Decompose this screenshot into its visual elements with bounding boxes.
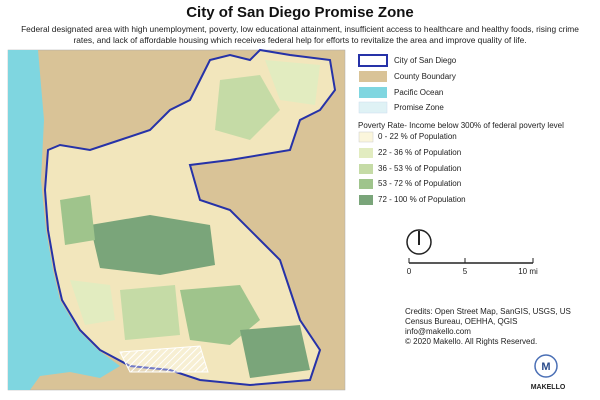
legend-label: County Boundary	[394, 72, 456, 81]
legend-swatch	[358, 54, 388, 67]
legend-swatch	[359, 179, 373, 189]
legend-swatch	[359, 164, 373, 174]
legend-label: 72 - 100 % of Population	[378, 195, 466, 204]
poverty-patch	[90, 215, 215, 275]
poverty-patch	[70, 280, 115, 325]
scale-label: 5	[463, 267, 468, 276]
poverty-patch	[240, 325, 310, 378]
legend-label: Promise Zone	[394, 103, 444, 112]
legend-swatch	[358, 131, 374, 143]
map	[7, 48, 346, 391]
promise-zone	[119, 345, 209, 373]
poverty-patch	[215, 75, 280, 140]
legend-swatch	[359, 71, 387, 82]
map-title: City of San Diego Promise Zone	[186, 4, 414, 21]
credit-line: info@makello.com	[405, 327, 471, 336]
poverty-patch	[120, 285, 180, 340]
logo: M MAKELLO	[531, 354, 566, 391]
city-boundary	[43, 48, 337, 387]
scale-label: 10 mi	[518, 267, 538, 276]
logo-letter: M	[541, 361, 550, 373]
logo-text: MAKELLO	[531, 384, 566, 391]
scale-bar: 0 5 10 mi	[407, 258, 538, 276]
poverty-patch	[60, 195, 95, 245]
credit-line: © 2020 Makello. All Rights Reserved.	[405, 337, 537, 346]
legend: City of San Diego County Boundary Pacifi…	[358, 54, 564, 205]
legend-swatch	[358, 101, 388, 114]
legend-label: 36 - 53 % of Population	[378, 164, 461, 173]
ocean	[8, 50, 120, 390]
poverty-patch	[265, 60, 320, 105]
legend-label: 22 - 36 % of Population	[378, 148, 461, 157]
credits: Credits: Open Street Map, SanGIS, USGS, …	[405, 307, 571, 346]
legend-label: Pacific Ocean	[394, 88, 443, 97]
legend-label: 0 - 22 % of Population	[378, 132, 457, 141]
scale-label: 0	[407, 267, 412, 276]
north-arrow	[406, 229, 432, 255]
legend-swatch	[359, 195, 373, 205]
legend-label: City of San Diego	[394, 56, 457, 65]
legend-swatch	[359, 87, 387, 98]
credit-line: Credits: Open Street Map, SanGIS, USGS, …	[405, 307, 571, 316]
legend-swatch	[359, 148, 373, 158]
credit-line: Census Bureau, OEHHA, QGIS	[405, 317, 518, 326]
legend-label: 53 - 72 % of Population	[378, 179, 461, 188]
legend-heading: Poverty Rate- Income below 300% of feder…	[358, 121, 564, 130]
map-description: Federal designated area with high unempl…	[21, 24, 579, 45]
